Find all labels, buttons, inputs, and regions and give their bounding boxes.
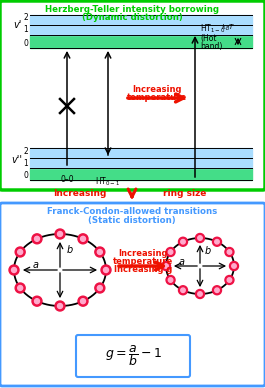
Circle shape: [232, 264, 236, 268]
Circle shape: [81, 299, 86, 304]
Circle shape: [181, 288, 185, 293]
Circle shape: [18, 249, 23, 255]
Circle shape: [95, 283, 105, 293]
Text: Herzberg-Teller intensity borrowing: Herzberg-Teller intensity borrowing: [45, 5, 219, 14]
Text: Increasing: Increasing: [118, 248, 168, 258]
Text: b: b: [205, 246, 211, 256]
Text: band): band): [200, 42, 222, 50]
Text: temperature: temperature: [113, 256, 173, 265]
Circle shape: [181, 239, 185, 244]
Text: Increasing g: Increasing g: [114, 265, 172, 274]
Circle shape: [227, 278, 232, 282]
Circle shape: [78, 296, 88, 306]
Circle shape: [215, 239, 219, 244]
Circle shape: [166, 275, 175, 284]
Circle shape: [15, 247, 25, 257]
Circle shape: [196, 289, 205, 298]
Circle shape: [161, 262, 170, 270]
Circle shape: [196, 234, 205, 242]
Circle shape: [168, 250, 173, 254]
Circle shape: [9, 265, 19, 275]
Circle shape: [95, 247, 105, 257]
Circle shape: [164, 264, 168, 268]
Text: a: a: [33, 260, 39, 270]
Text: 2: 2: [24, 147, 28, 156]
Circle shape: [215, 288, 219, 293]
Text: $k_BT$: $k_BT$: [221, 23, 235, 33]
Text: 0–0: 0–0: [60, 175, 74, 184]
Circle shape: [227, 250, 232, 254]
Bar: [30, 168, 252, 180]
Text: HT$_{1-0}$: HT$_{1-0}$: [200, 23, 226, 35]
Text: Franck-Condon-allowed transitions: Franck-Condon-allowed transitions: [47, 206, 217, 215]
Circle shape: [213, 286, 222, 295]
Circle shape: [32, 296, 42, 306]
Circle shape: [97, 286, 102, 291]
Text: 1: 1: [24, 26, 28, 35]
FancyBboxPatch shape: [0, 203, 265, 386]
FancyBboxPatch shape: [0, 1, 265, 190]
Text: 0: 0: [24, 38, 28, 47]
Circle shape: [225, 275, 234, 284]
Text: temperature: temperature: [127, 92, 187, 102]
Circle shape: [32, 234, 42, 244]
Circle shape: [104, 267, 108, 272]
Circle shape: [58, 303, 63, 308]
Bar: [30, 148, 252, 158]
Circle shape: [179, 286, 188, 295]
Circle shape: [97, 249, 102, 255]
Circle shape: [34, 299, 39, 304]
Text: HT$_{0-1}$: HT$_{0-1}$: [95, 175, 121, 187]
Text: b: b: [67, 245, 73, 255]
Text: v': v': [13, 20, 21, 30]
Circle shape: [81, 236, 86, 241]
Circle shape: [58, 232, 63, 237]
Bar: [30, 35, 252, 48]
Text: Increasing: Increasing: [132, 85, 182, 94]
Circle shape: [225, 248, 234, 256]
Text: (Dynamic distortion): (Dynamic distortion): [82, 14, 182, 23]
Circle shape: [229, 262, 239, 270]
Text: (Static distortion): (Static distortion): [88, 215, 176, 225]
Circle shape: [55, 301, 65, 311]
Circle shape: [168, 278, 173, 282]
Circle shape: [213, 237, 222, 246]
Circle shape: [198, 236, 202, 240]
Text: 2: 2: [24, 14, 28, 23]
Bar: [30, 25, 252, 35]
Circle shape: [198, 292, 202, 296]
Text: Increasing: Increasing: [53, 189, 107, 197]
Circle shape: [34, 236, 39, 241]
Circle shape: [15, 283, 25, 293]
Bar: [30, 158, 252, 168]
FancyBboxPatch shape: [76, 335, 190, 377]
Circle shape: [166, 248, 175, 256]
Circle shape: [101, 265, 111, 275]
Text: (Hot: (Hot: [200, 33, 217, 43]
Circle shape: [18, 286, 23, 291]
Text: $g = \dfrac{a}{b}-1$: $g = \dfrac{a}{b}-1$: [105, 343, 161, 369]
Text: v'': v'': [11, 155, 23, 165]
Circle shape: [179, 237, 188, 246]
Text: a: a: [179, 257, 185, 267]
Circle shape: [78, 234, 88, 244]
Circle shape: [55, 229, 65, 239]
Text: ring size: ring size: [163, 189, 207, 197]
Text: 0: 0: [24, 170, 28, 180]
Text: 1: 1: [24, 159, 28, 168]
Circle shape: [11, 267, 16, 272]
Bar: [30, 15, 252, 25]
